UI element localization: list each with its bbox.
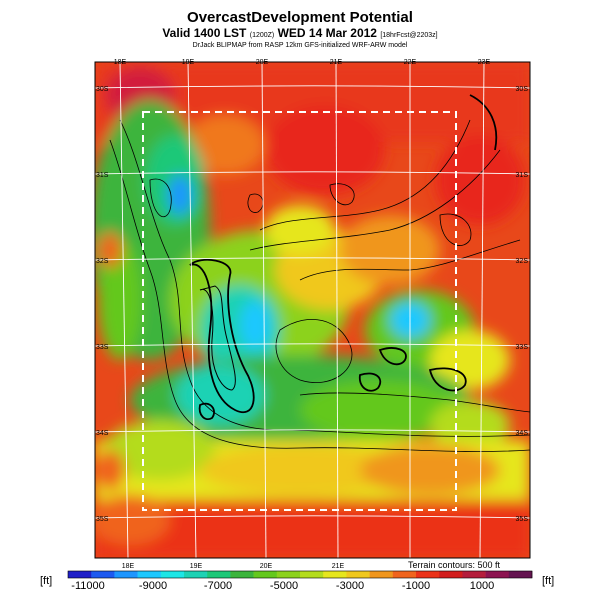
lon-label: 20E [256,59,269,66]
colorbar-unit-left: [ft] [40,575,53,587]
lon-label: 18E [114,59,127,66]
colorbar-swatch [392,571,417,578]
colorbar-swatch [91,571,115,578]
lon-labels-top: 18E 19E 20E 21E 22E 23E [114,59,491,66]
colorbar-tick-label: -7000 [204,580,232,592]
valid-main: Valid 1400 LST [162,26,247,40]
colorbar-tick-label: -9000 [139,580,167,592]
inner-domain-box [142,111,457,511]
lat-labels-left: 30S 31S 32S 33S 34S 35S [96,86,109,523]
colorbar-tick-label: -3000 [336,580,364,592]
colorbar-swatch [323,571,347,578]
lon-label: 19E [190,563,203,570]
colorbar-swatch [253,571,278,578]
lat-lon-grid [95,62,530,558]
lat-label: 31S [516,172,529,179]
valid-date: WED 14 Mar 2012 [277,26,377,40]
lon-label: 22E [404,59,417,66]
lat-labels-right: 30S 31S 32S 33S 34S 35S [516,86,529,523]
valid-time-line: Valid 1400 LST (1200Z) WED 14 Mar 2012 [… [0,26,600,40]
colorbar-swatch [276,571,301,578]
colorbar-swatch [207,571,231,578]
colorbar-swatch [416,571,440,578]
colorbar-ticks: -11000 -9000 -7000 -5000 -3000 -1000 100… [71,580,494,592]
colorbar-tick-label: 1000 [470,580,494,592]
colorbar-swatch [230,571,254,578]
lat-label: 32S [516,258,529,265]
lon-label: 18E [122,563,135,570]
colorbar-swatch [68,571,92,578]
colorbar-unit-right: [ft] [542,575,555,587]
colorbar [67,570,533,579]
valid-code: (1200Z) [249,32,275,39]
map-frame [94,61,531,559]
lon-label: 23E [478,59,491,66]
colorbar-swatch [137,571,162,578]
colorbar-tick-label: -5000 [270,580,298,592]
colorbar-swatch [439,571,463,578]
colorbar-swatch [485,571,510,578]
colorbar-swatch [114,571,138,578]
lon-label: 19E [182,59,195,66]
lat-label: 34S [516,430,529,437]
colorbar-frame [67,570,533,579]
lon-label: 21E [330,59,343,66]
colorbar-swatch [508,571,533,578]
lat-label: 30S [516,86,529,93]
lat-label: 34S [96,430,109,437]
lat-label: 33S [96,344,109,351]
valid-run: [18hrFcst@2203z] [380,32,438,39]
lat-label: 33S [516,344,529,351]
lon-label: 21E [332,563,345,570]
lat-label: 35S [516,516,529,523]
lat-label: 35S [96,516,109,523]
colorbar-swatch [369,571,394,578]
lon-label: 20E [260,563,273,570]
lon-labels-bottom: 18E 19E 20E 21E [122,563,345,570]
colorbar-tick-label: -1000 [402,580,430,592]
lat-label: 31S [96,172,109,179]
map-title: OvercastDevelopment Potential [187,9,413,26]
colorbar-swatch [300,571,324,578]
model-info: DrJack BLIPMAP from RASP 12km GFS-initia… [192,42,408,49]
terrain-contour-note: Terrain contours: 500 ft [407,560,500,570]
heatmap-field [95,62,530,558]
colorbar-swatch [462,571,486,578]
colorbar-tick-label: -11000 [71,580,104,592]
colorbar-swatch [160,571,185,578]
colorbar-swatch [346,571,370,578]
lat-label: 32S [96,258,109,265]
colorbar-swatch [184,571,208,578]
lat-label: 30S [96,86,109,93]
